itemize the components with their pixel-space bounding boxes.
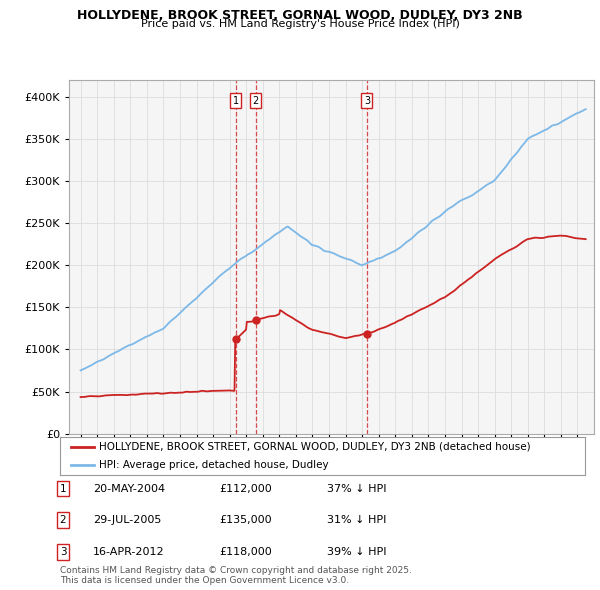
Text: £118,000: £118,000 (219, 547, 272, 556)
Text: 39% ↓ HPI: 39% ↓ HPI (327, 547, 386, 556)
Text: HOLLYDENE, BROOK STREET, GORNAL WOOD, DUDLEY, DY3 2NB: HOLLYDENE, BROOK STREET, GORNAL WOOD, DU… (77, 9, 523, 22)
Text: Contains HM Land Registry data © Crown copyright and database right 2025.
This d: Contains HM Land Registry data © Crown c… (60, 566, 412, 585)
Text: £112,000: £112,000 (219, 484, 272, 493)
Text: 31% ↓ HPI: 31% ↓ HPI (327, 516, 386, 525)
Text: 37% ↓ HPI: 37% ↓ HPI (327, 484, 386, 493)
Text: 29-JUL-2005: 29-JUL-2005 (93, 516, 161, 525)
Text: Price paid vs. HM Land Registry's House Price Index (HPI): Price paid vs. HM Land Registry's House … (140, 19, 460, 29)
Text: 3: 3 (59, 547, 67, 556)
Text: 16-APR-2012: 16-APR-2012 (93, 547, 164, 556)
Text: HPI: Average price, detached house, Dudley: HPI: Average price, detached house, Dudl… (100, 460, 329, 470)
Text: £135,000: £135,000 (219, 516, 272, 525)
Text: 1: 1 (59, 484, 67, 493)
Text: 1: 1 (233, 96, 239, 106)
Text: 2: 2 (253, 96, 259, 106)
Text: HOLLYDENE, BROOK STREET, GORNAL WOOD, DUDLEY, DY3 2NB (detached house): HOLLYDENE, BROOK STREET, GORNAL WOOD, DU… (100, 442, 531, 452)
Text: 3: 3 (364, 96, 370, 106)
Text: 20-MAY-2004: 20-MAY-2004 (93, 484, 165, 493)
Text: 2: 2 (59, 516, 67, 525)
